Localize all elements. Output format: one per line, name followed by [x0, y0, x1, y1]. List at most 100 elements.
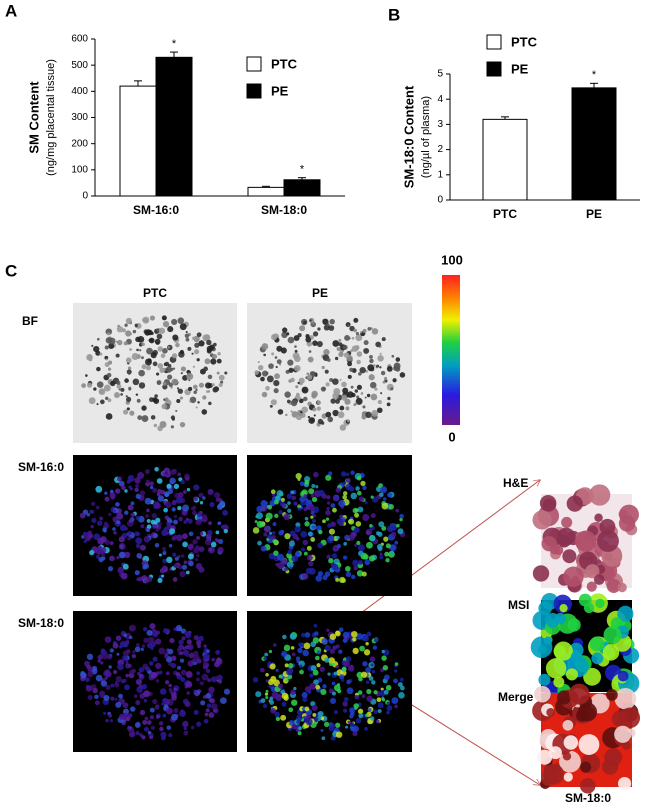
texture-dot	[356, 540, 361, 546]
texture-dot	[325, 474, 332, 481]
texture-dot	[105, 358, 109, 361]
texture-dot	[311, 525, 316, 530]
texture-dot	[393, 365, 399, 371]
texture-dot	[188, 386, 193, 392]
texture-dot	[184, 333, 190, 339]
texture-dot	[146, 524, 152, 529]
image-panel	[247, 455, 412, 596]
texture-dot	[161, 529, 168, 536]
texture-dot	[325, 510, 331, 516]
texture-dot	[301, 386, 309, 394]
texture-dot	[155, 528, 159, 532]
texture-dot	[150, 725, 155, 731]
texture-dot	[302, 649, 309, 657]
texture-dot	[399, 372, 406, 378]
texture-dot	[165, 501, 172, 509]
texture-dot	[341, 381, 347, 388]
texture-dot	[202, 661, 207, 666]
texture-dot	[201, 514, 208, 520]
texture-dot	[347, 374, 352, 379]
texture-dot	[377, 355, 384, 362]
texture-dot	[345, 571, 352, 578]
texture-dot	[97, 654, 103, 661]
texture-dot	[105, 719, 109, 723]
texture-dot	[180, 554, 185, 558]
texture-dot	[271, 352, 275, 356]
texture-dot	[85, 535, 91, 542]
legend-swatch	[486, 34, 502, 50]
texture-dot	[549, 746, 562, 760]
texture-dot	[308, 567, 316, 575]
texture-dot	[338, 649, 343, 654]
texture-dot	[312, 340, 318, 346]
texture-dot	[376, 407, 383, 414]
texture-dot	[188, 560, 194, 567]
texture-dot	[208, 686, 215, 693]
texture-dot	[280, 497, 285, 502]
texture-dot	[329, 662, 333, 666]
texture-dot	[127, 504, 134, 511]
texture-dot	[118, 693, 123, 699]
texture-dot	[321, 736, 326, 741]
texture-dot	[385, 557, 390, 563]
texture-dot	[342, 494, 348, 500]
texture-dot	[127, 713, 133, 718]
texture-dot	[161, 403, 167, 410]
texture-dot	[379, 352, 382, 355]
texture-dot	[352, 731, 358, 737]
texture-dot	[199, 681, 204, 686]
texture-dot	[260, 698, 266, 703]
texture-dot	[308, 350, 312, 353]
texture-dot	[217, 521, 221, 526]
texture-dot	[338, 351, 344, 358]
texture-dot	[380, 486, 388, 494]
texture-dot	[126, 396, 132, 403]
image-panel	[530, 592, 640, 699]
texture-dot	[156, 630, 161, 635]
texture-dot	[191, 352, 194, 355]
texture-dot	[307, 415, 311, 419]
image-panel	[532, 484, 639, 593]
texture-dot	[575, 530, 597, 552]
texture-dot	[305, 336, 312, 343]
texture-dot	[267, 661, 272, 665]
texture-dot	[211, 657, 216, 662]
texture-dot	[175, 342, 180, 348]
texture-dot	[105, 328, 113, 335]
texture-dot	[207, 678, 211, 683]
texture-dot	[144, 330, 151, 336]
texture-dot	[295, 656, 301, 661]
texture-dot	[173, 627, 177, 631]
texture-dot	[273, 388, 279, 394]
texture-dot	[206, 345, 213, 352]
texture-dot	[152, 698, 158, 705]
texture-dot	[338, 499, 346, 507]
texture-dot	[278, 674, 283, 679]
texture-dot	[179, 651, 184, 655]
texture-dot	[283, 513, 291, 521]
texture-dot	[368, 676, 374, 681]
texture-dot	[321, 365, 325, 370]
texture-dot	[369, 358, 374, 364]
texture-dot	[324, 571, 331, 577]
texture-dot	[115, 701, 122, 708]
texture-dot	[86, 653, 94, 661]
texture-dot	[183, 726, 187, 731]
texture-dot	[272, 531, 276, 535]
texture-dot	[122, 409, 129, 415]
texture-dot	[191, 510, 197, 516]
texture-dot	[301, 406, 308, 413]
texture-dot	[198, 340, 205, 347]
texture-dot	[108, 512, 112, 517]
texture-dot	[333, 684, 341, 692]
texture-dot	[287, 336, 295, 344]
texture-dot	[135, 700, 141, 706]
texture-dot	[116, 556, 120, 560]
texture-dot	[290, 377, 295, 383]
texture-dot	[281, 503, 287, 509]
texture-dot	[135, 537, 143, 545]
texture-dot	[167, 326, 174, 333]
texture-dot	[328, 558, 334, 564]
texture-dot	[291, 652, 296, 657]
inset-label: MSI	[508, 598, 529, 612]
